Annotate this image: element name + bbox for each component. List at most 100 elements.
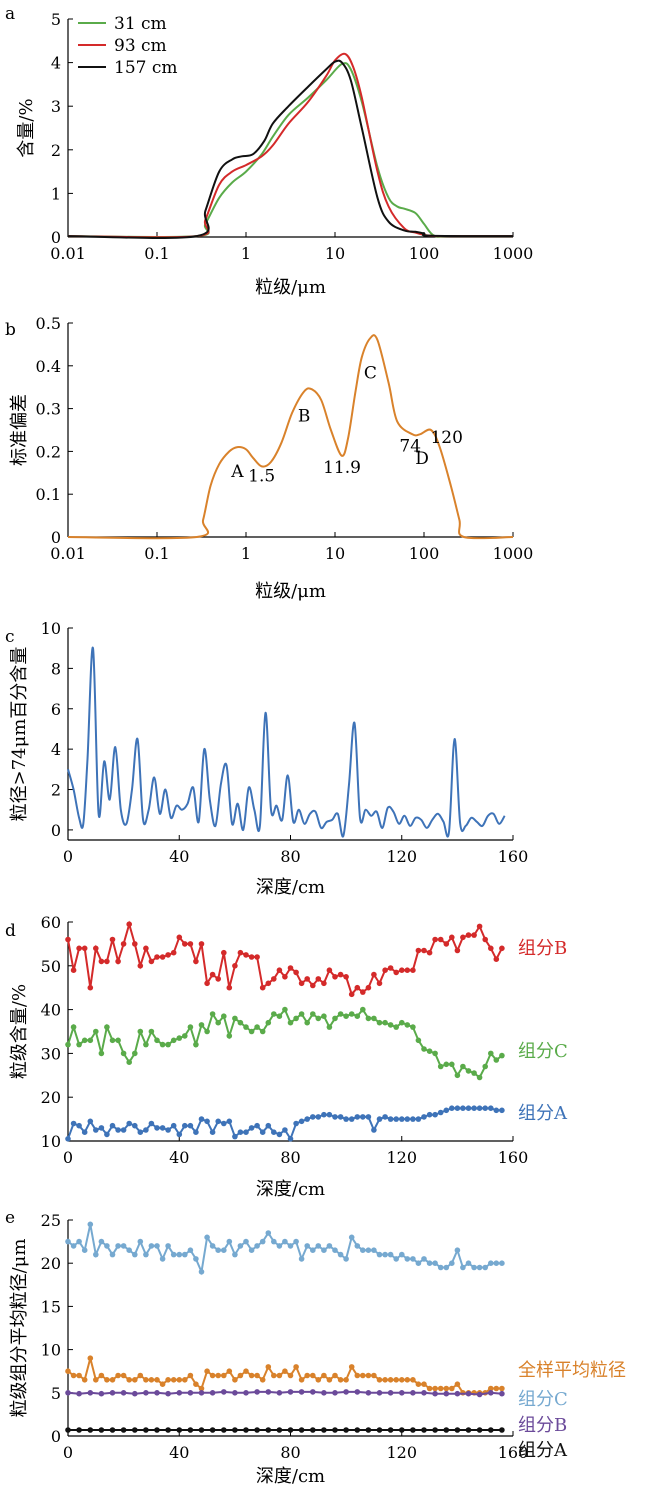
- data-point: [298, 1377, 305, 1383]
- panel-letter: b: [5, 320, 16, 340]
- data-point: [443, 1061, 450, 1068]
- data-point: [332, 1015, 338, 1022]
- data-point: [326, 1377, 333, 1383]
- data-point: [154, 1243, 160, 1249]
- data-point: [348, 1234, 355, 1241]
- data-point: [304, 976, 311, 982]
- y-axis-label: 标准偏差: [9, 394, 30, 466]
- data-point: [170, 1251, 177, 1258]
- data-point: [187, 1372, 194, 1379]
- data-point: [259, 1238, 266, 1245]
- data-point: [343, 1427, 349, 1433]
- data-point: [415, 1037, 422, 1044]
- data-point: [243, 1427, 249, 1433]
- data-point: [109, 1427, 116, 1433]
- data-point: [193, 1041, 199, 1048]
- data-point: [410, 967, 416, 973]
- data-point: [360, 1114, 366, 1120]
- data-point: [165, 1127, 171, 1133]
- data-point: [226, 1033, 233, 1039]
- data-point: [265, 1427, 272, 1433]
- x-tick-label: 40: [169, 1443, 189, 1462]
- data-point: [337, 1377, 344, 1383]
- data-point: [449, 1260, 455, 1266]
- data-point: [232, 1133, 238, 1140]
- data-point: [209, 971, 216, 978]
- data-point: [404, 1377, 411, 1383]
- data-point: [382, 1114, 388, 1120]
- data-point: [226, 1118, 233, 1125]
- data-point: [482, 936, 489, 943]
- y-tick-label: 20: [41, 1254, 61, 1273]
- data-point: [426, 949, 433, 956]
- data-point: [310, 1011, 316, 1017]
- data-point: [449, 934, 455, 941]
- data-point: [304, 1116, 311, 1122]
- data-point: [165, 1377, 171, 1383]
- data-point: [209, 1011, 216, 1017]
- data-point: [376, 1251, 383, 1258]
- y-tick-label: 4: [51, 54, 61, 73]
- x-tick-label: 0: [63, 1148, 73, 1167]
- data-point: [126, 1059, 132, 1065]
- data-point: [365, 1114, 372, 1120]
- data-point: [182, 1122, 188, 1129]
- data-point: [204, 1028, 210, 1035]
- data-point: [259, 1028, 266, 1035]
- data-point: [209, 1372, 216, 1379]
- data-point: [488, 1427, 494, 1433]
- data-point: [221, 1247, 227, 1253]
- data-point: [298, 1389, 305, 1395]
- data-point: [221, 1013, 227, 1019]
- data-point: [271, 1129, 277, 1135]
- data-point: [326, 1243, 333, 1249]
- data-point: [293, 1120, 299, 1127]
- data-point: [259, 984, 266, 991]
- data-point: [298, 1256, 305, 1262]
- data-point: [132, 1050, 138, 1057]
- data-point: [237, 1372, 244, 1379]
- x-tick-label: 100: [409, 544, 440, 563]
- series-line-0: [67, 920, 503, 997]
- panel-letter: e: [5, 1208, 15, 1228]
- y-tick-label: 0: [51, 528, 61, 547]
- data-point: [254, 1243, 260, 1249]
- data-point: [415, 1381, 422, 1387]
- x-tick-label: 0.01: [50, 544, 86, 563]
- data-point: [254, 1024, 260, 1030]
- data-point: [293, 1015, 299, 1022]
- data-point: [143, 945, 149, 952]
- panel-a: a 0.01 0.1 1 10 100 1000 0 1 2 3 4 5 粒级/μm 含量/% 31 cm93…: [5, 4, 533, 298]
- data-point: [376, 1019, 383, 1026]
- data-point: [437, 1264, 444, 1271]
- data-point: [226, 1238, 233, 1245]
- data-point: [159, 954, 166, 960]
- x-tick-label: 0.01: [50, 244, 86, 263]
- data-point: [70, 1120, 77, 1127]
- y-tick-label: 6: [51, 700, 61, 719]
- data-point: [193, 1256, 199, 1262]
- data-point: [376, 1377, 383, 1383]
- data-point: [332, 1390, 338, 1396]
- data-point: [126, 921, 132, 927]
- data-point: [298, 1011, 305, 1017]
- data-point: [421, 1381, 427, 1387]
- data-point: [276, 1243, 283, 1249]
- data-point: [76, 945, 82, 952]
- data-point: [215, 976, 221, 982]
- data-point: [120, 1427, 127, 1433]
- data-point: [187, 1390, 194, 1396]
- data-point: [159, 1041, 166, 1048]
- data-point: [98, 1372, 105, 1379]
- data-point: [248, 1372, 255, 1379]
- x-tick-label: 1000: [493, 544, 534, 563]
- data-point: [120, 1050, 127, 1057]
- data-point: [193, 958, 199, 965]
- data-point: [293, 1238, 299, 1245]
- data-point: [471, 1070, 477, 1076]
- y-tick-label: 10: [41, 619, 61, 638]
- data-point: [198, 1269, 205, 1275]
- data-point: [310, 1389, 316, 1395]
- data-point: [282, 1127, 288, 1133]
